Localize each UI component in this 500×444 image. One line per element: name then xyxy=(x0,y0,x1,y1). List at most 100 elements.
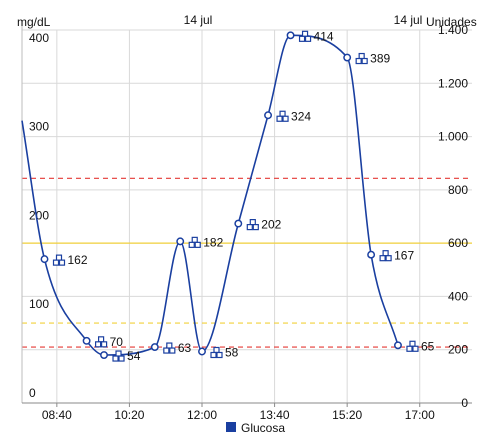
icon-block xyxy=(246,224,253,231)
icon-block xyxy=(213,346,220,354)
icon-block xyxy=(94,341,102,348)
data-label: 324 xyxy=(291,109,311,123)
right-tick-label: 600 xyxy=(448,236,468,250)
left-tick-label: 400 xyxy=(29,31,49,45)
right-tick-label: 200 xyxy=(448,343,468,357)
icon-block xyxy=(115,350,122,357)
data-point[interactable] xyxy=(198,347,206,356)
icon-block xyxy=(169,347,176,354)
data-point[interactable] xyxy=(234,219,243,228)
data-point[interactable] xyxy=(176,237,185,246)
chart-axes: 0 100 200 300 400 0 200 400 600 800 1.000 1.200 1.40… xyxy=(21,20,472,422)
icon-block xyxy=(279,110,286,117)
syringe-group-icon xyxy=(276,110,289,122)
right-tick-label: 1.000 xyxy=(438,130,468,144)
date-label-left: 14 jul xyxy=(184,13,213,27)
data-point[interactable] xyxy=(367,250,376,259)
legend-swatch xyxy=(226,422,236,432)
data-label: 162 xyxy=(68,253,88,267)
right-tick-label: 1.200 xyxy=(438,76,468,90)
syringe-group-icon xyxy=(406,340,419,352)
series-points xyxy=(40,31,402,359)
icon-block xyxy=(210,351,217,359)
right-axis-unit: Unidades xyxy=(426,15,477,29)
icon-block xyxy=(166,342,173,349)
syringe-group-icon xyxy=(112,350,125,362)
x-tick-label: 10:20 xyxy=(114,408,144,422)
data-point[interactable] xyxy=(82,336,91,345)
icon-block xyxy=(194,241,201,248)
icon-block xyxy=(216,351,223,359)
icon-block xyxy=(118,355,125,362)
icon-block xyxy=(409,340,416,347)
icon-block xyxy=(55,254,63,261)
syringe-group-icon xyxy=(298,30,312,42)
data-point[interactable] xyxy=(343,53,352,62)
icon-block xyxy=(361,57,368,65)
icon-block xyxy=(188,241,195,248)
syringe-group-icon xyxy=(94,336,108,348)
data-point[interactable] xyxy=(100,351,108,359)
x-tick-label: 15:20 xyxy=(332,408,362,422)
icon-block xyxy=(97,336,105,343)
data-label: 167 xyxy=(394,249,414,263)
icon-block xyxy=(406,345,413,352)
data-label: 182 xyxy=(203,235,223,249)
data-label: 389 xyxy=(370,52,390,66)
icon-block xyxy=(358,52,365,60)
icon-block xyxy=(191,236,198,243)
legend-label: Glucosa xyxy=(241,421,285,435)
left-tick-label: 100 xyxy=(29,297,49,311)
left-tick-label: 300 xyxy=(29,120,49,134)
chart-grid xyxy=(22,29,472,404)
syringe-group-icon xyxy=(379,250,392,262)
icon-block xyxy=(100,341,108,348)
icon-block xyxy=(304,35,312,42)
icon-block xyxy=(379,255,386,262)
x-tick-label: 13:40 xyxy=(260,408,290,422)
icon-block xyxy=(252,224,259,231)
icon-block xyxy=(112,355,119,362)
left-tick-label: 200 xyxy=(29,208,49,222)
syringe-group-icon xyxy=(188,236,201,248)
data-point[interactable] xyxy=(264,111,272,120)
icon-block xyxy=(355,57,362,65)
right-tick-label: 1.400 xyxy=(438,23,468,37)
right-tick-label: 0 xyxy=(461,396,468,410)
data-label: 70 xyxy=(110,335,124,349)
data-label: 414 xyxy=(314,29,334,43)
syringe-group-icon xyxy=(163,342,176,354)
data-label: 54 xyxy=(127,349,141,363)
icon-block xyxy=(298,35,306,42)
icon-block xyxy=(382,250,389,257)
data-point[interactable] xyxy=(286,31,295,40)
icon-block xyxy=(58,259,66,266)
left-tick-label: 0 xyxy=(29,386,36,400)
legend: Glucosa xyxy=(226,421,285,435)
date-label-right: 14 jul xyxy=(394,13,423,27)
icon-block xyxy=(276,115,283,122)
icon-block xyxy=(301,30,309,37)
data-point[interactable] xyxy=(150,343,159,351)
data-label: 65 xyxy=(421,339,435,353)
syringe-group-icon xyxy=(355,52,368,65)
icon-block xyxy=(52,259,60,266)
x-tick-label: 17:00 xyxy=(405,408,435,422)
syringe-group-icon xyxy=(52,254,66,266)
syringe-group-icon xyxy=(246,219,259,231)
right-tick-label: 400 xyxy=(448,289,468,303)
data-point[interactable] xyxy=(40,255,49,264)
icon-block xyxy=(163,347,170,354)
right-tick-label: 800 xyxy=(448,183,468,197)
left-axis-unit: mg/dL xyxy=(17,15,51,29)
icon-block xyxy=(282,115,289,122)
x-tick-label: 08:40 xyxy=(42,408,72,422)
data-label: 202 xyxy=(261,218,281,232)
syringe-group-icon xyxy=(210,346,223,359)
data-label: 63 xyxy=(178,341,192,355)
icon-block xyxy=(412,345,419,352)
data-label: 58 xyxy=(225,345,239,359)
data-point[interactable] xyxy=(394,341,402,350)
